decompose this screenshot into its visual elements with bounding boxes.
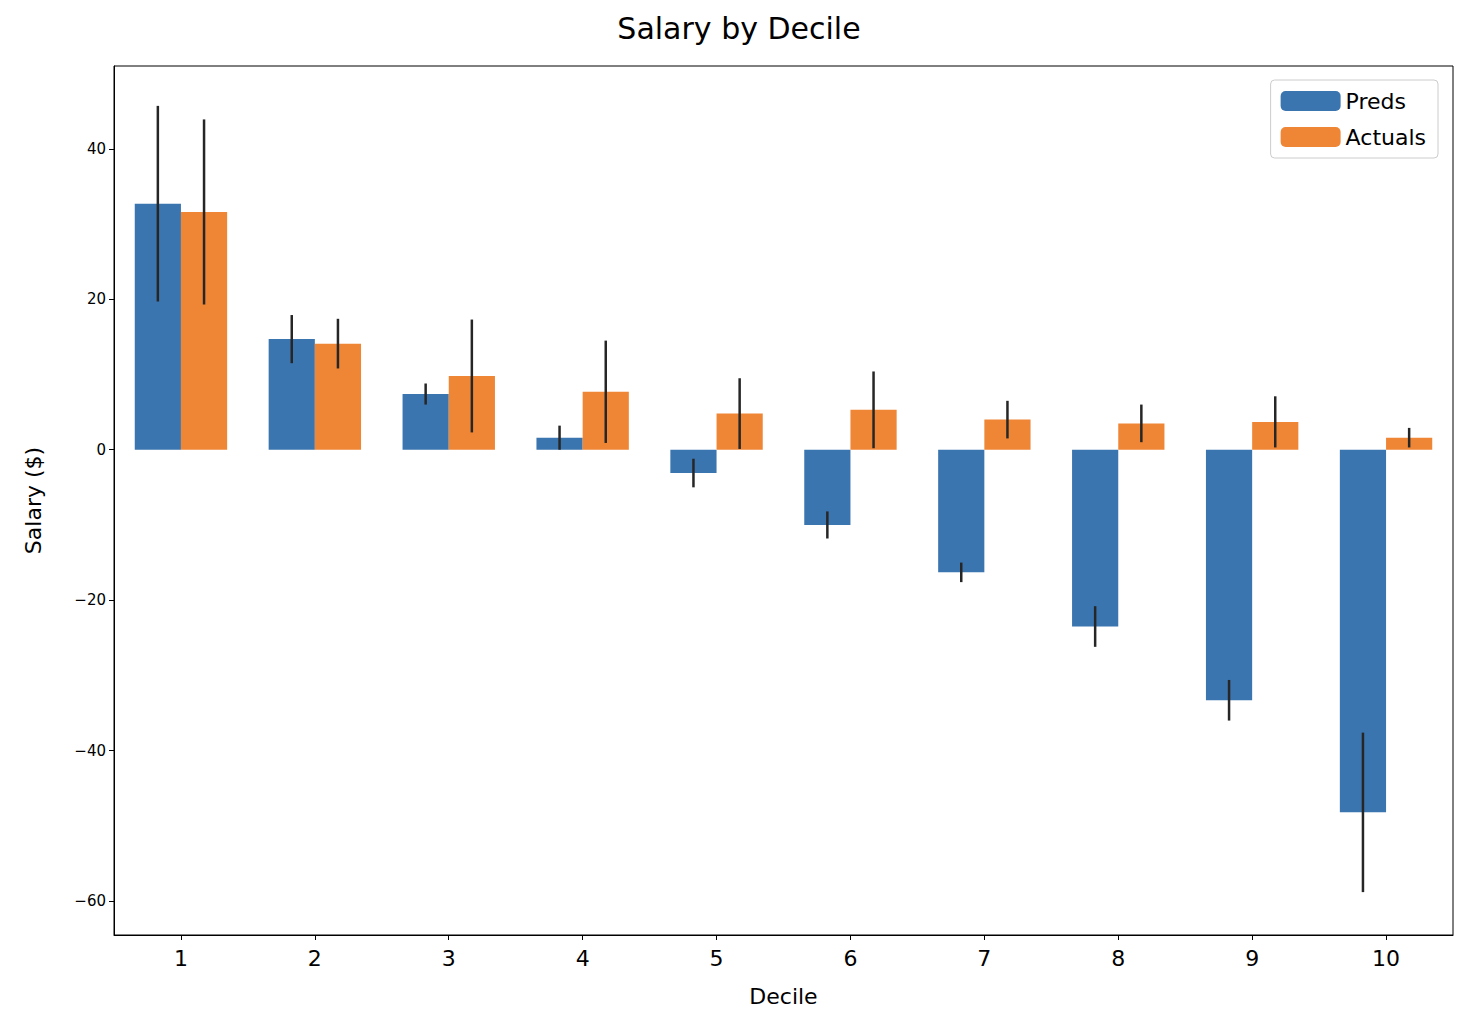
svg-text:Salary ($): Salary ($) — [21, 447, 46, 554]
svg-text:−60: −60 — [74, 892, 106, 910]
svg-text:Decile: Decile — [749, 984, 817, 1009]
svg-text:10: 10 — [1372, 946, 1400, 971]
svg-text:1: 1 — [174, 946, 188, 971]
svg-text:8: 8 — [1111, 946, 1125, 971]
svg-text:20: 20 — [87, 290, 106, 308]
svg-text:2: 2 — [308, 946, 322, 971]
svg-text:Actuals: Actuals — [1346, 125, 1426, 150]
svg-text:9: 9 — [1245, 946, 1259, 971]
svg-text:−20: −20 — [74, 591, 106, 609]
svg-text:Salary by Decile: Salary by Decile — [617, 11, 860, 46]
svg-text:5: 5 — [710, 946, 724, 971]
svg-text:4: 4 — [576, 946, 590, 971]
svg-text:6: 6 — [843, 946, 857, 971]
svg-text:3: 3 — [442, 946, 456, 971]
svg-text:40: 40 — [87, 140, 106, 158]
svg-text:−40: −40 — [74, 742, 106, 760]
svg-text:7: 7 — [977, 946, 991, 971]
svg-text:0: 0 — [96, 441, 106, 459]
svg-text:Preds: Preds — [1346, 89, 1406, 114]
